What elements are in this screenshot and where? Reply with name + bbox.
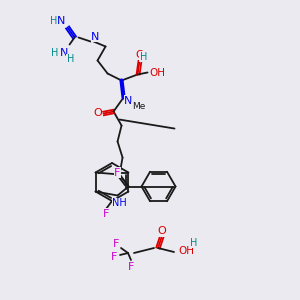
Text: NH: NH [112,199,127,208]
Text: F: F [114,167,121,178]
Text: H: H [190,238,198,248]
Text: F: F [103,209,109,219]
Text: N: N [92,32,100,41]
Text: Me: Me [132,102,145,111]
Text: OH: OH [149,68,166,77]
Text: F: F [128,262,134,272]
Text: H: H [140,52,147,61]
Text: H: H [50,16,57,26]
Text: OH: OH [178,246,194,256]
Text: N: N [124,95,133,106]
Text: F: F [113,239,119,249]
Text: H: H [67,55,74,64]
Text: N: N [57,16,66,26]
Text: O: O [158,226,166,236]
Text: F: F [111,252,117,262]
Text: H: H [51,47,58,58]
Text: O: O [135,50,144,59]
Text: N: N [60,47,69,58]
Text: O: O [93,109,102,118]
